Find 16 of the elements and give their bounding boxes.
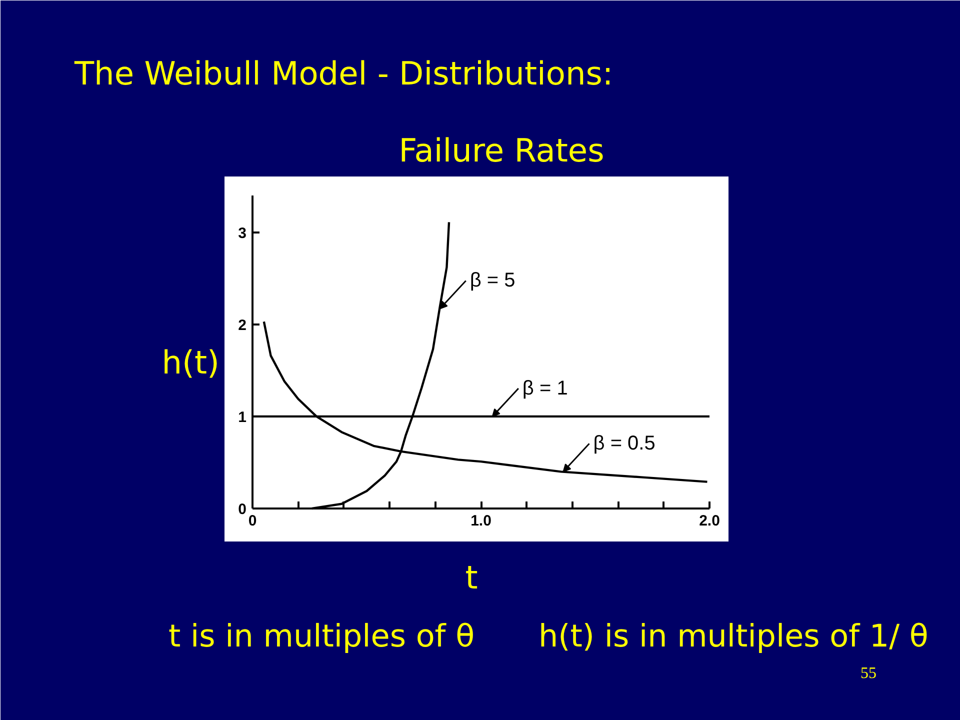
x-axis-title: t bbox=[465, 558, 478, 596]
text: t is in multiples of θ bbox=[168, 618, 475, 654]
y-tick-label: 3 bbox=[238, 224, 246, 242]
x-tick-label: 2.0 bbox=[699, 512, 720, 530]
annotation: β = 5 bbox=[470, 270, 516, 292]
y-tick-label: 0 bbox=[238, 501, 246, 518]
annotation: β = 1 bbox=[522, 377, 568, 400]
chart-title: The Weibull Model - Distributions: bbox=[74, 54, 614, 92]
x-tick-label: 1.0 bbox=[470, 512, 492, 530]
text: 55 bbox=[860, 665, 876, 682]
chart-subtitle: Failure Rates bbox=[398, 132, 604, 170]
y-axis-title: h(t) bbox=[162, 344, 220, 382]
y-tick-label: 1 bbox=[238, 408, 246, 426]
y-tick-label: 2 bbox=[238, 316, 246, 334]
annotation: β = 0.5 bbox=[593, 432, 656, 455]
text: h(t) is in multiples of 1/ θ bbox=[538, 618, 928, 654]
